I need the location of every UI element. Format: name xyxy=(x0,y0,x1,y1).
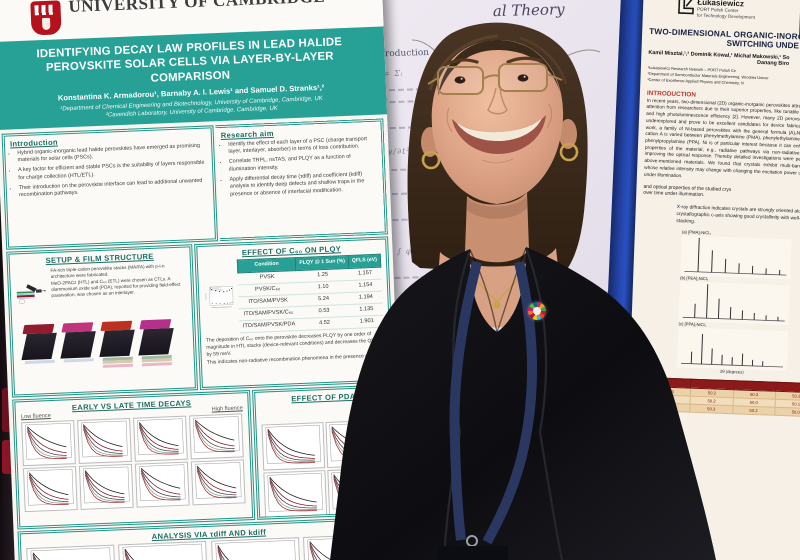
decay-plot-thumbnail xyxy=(26,544,117,560)
xrd-plot-b xyxy=(678,280,791,325)
setup-diagram xyxy=(16,284,47,304)
sdg-pin-icon xyxy=(528,302,546,320)
decay-plot-thumbnail xyxy=(23,466,78,513)
decay-plot-thumbnail xyxy=(134,461,190,508)
decay-plot-thumbnail xyxy=(210,537,301,560)
decay-plot-thumbnail xyxy=(190,459,246,506)
decay-plot-thumbnail xyxy=(118,540,209,560)
section-early-late-decays: EARLY VS LATE TIME DECAYS Low fluence Hi… xyxy=(12,390,256,530)
nose xyxy=(487,87,508,115)
eye-right xyxy=(517,74,529,82)
lanyard-strap-left xyxy=(449,260,482,541)
lukasiewicz-logo-icon xyxy=(678,0,695,15)
decay-plot-thumbnail xyxy=(189,413,244,460)
badge-holder xyxy=(438,546,508,560)
xrd-plot-a xyxy=(680,234,792,279)
eye-left xyxy=(454,76,466,84)
decay-plot-thumbnail xyxy=(263,470,328,519)
earring-left xyxy=(421,150,441,170)
decay-plot-thumbnail xyxy=(77,417,132,464)
svg-text:PLQY (%): PLQY (%) xyxy=(205,293,207,300)
xrd-panels: (a) [PMA]₂NiCl₄ (b) [PEA]₂NiCl₄ (c) [PPA… xyxy=(676,229,800,377)
smile xyxy=(452,115,546,154)
decay-plot-thumbnail xyxy=(78,463,134,510)
decay-plot-thumbnail xyxy=(261,422,326,471)
decay-plot-grid xyxy=(21,413,246,513)
eyebrow-left xyxy=(445,58,479,66)
person-ear-right xyxy=(559,119,577,149)
decay-plot-thumbnail xyxy=(133,415,188,462)
section-setup-film-structure: SETUP & FILM STRUCTURE FA-ric xyxy=(6,244,199,398)
decay-plot-thumbnail xyxy=(21,420,76,467)
eyebrow-right xyxy=(506,56,543,64)
xrd-plot-c xyxy=(676,326,789,371)
person-blazer xyxy=(330,247,716,560)
right-poster: Łukasiewicz PORT Polish Center for Techn… xyxy=(622,0,800,560)
section-effect-c60: EFFECT OF C₆₀ ON PLQY ITO/SAM/PVSK ITO/SA… xyxy=(194,236,394,391)
earring-right xyxy=(559,142,579,162)
